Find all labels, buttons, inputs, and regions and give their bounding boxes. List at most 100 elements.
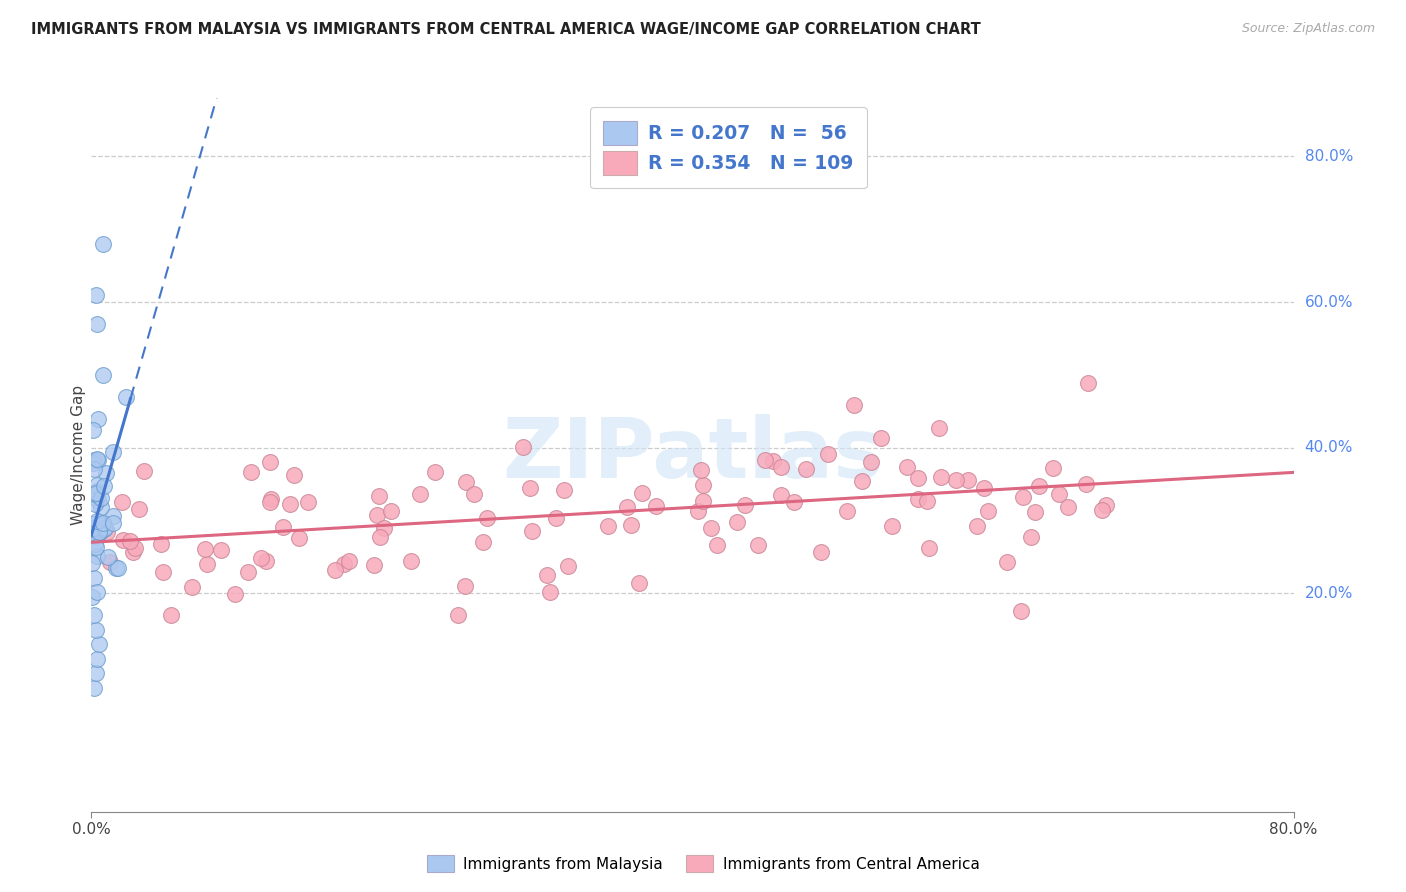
Point — [288, 532, 311, 546]
Point — [114, 390, 136, 404]
Point — [83, 608, 105, 623]
Point — [97, 550, 120, 565]
Point — [957, 473, 980, 487]
Point — [91, 516, 114, 531]
Point — [454, 579, 477, 593]
Point — [700, 521, 723, 535]
Point — [373, 521, 395, 535]
Point — [194, 542, 217, 557]
Point — [83, 529, 105, 543]
Point — [977, 503, 1000, 517]
Point — [945, 473, 967, 487]
Point — [259, 495, 281, 509]
Point — [82, 556, 104, 570]
Point — [1028, 478, 1050, 492]
Point — [512, 440, 534, 454]
Point — [1011, 490, 1033, 504]
Point — [918, 541, 941, 555]
Point — [87, 453, 110, 467]
Point — [84, 497, 107, 511]
Point — [224, 587, 246, 601]
Point — [271, 520, 294, 534]
Point — [536, 568, 558, 582]
Point — [973, 481, 995, 495]
Point — [86, 652, 108, 666]
Point — [86, 584, 108, 599]
Text: 60.0%: 60.0% — [1305, 294, 1353, 310]
Point — [124, 541, 146, 555]
Point — [1024, 505, 1046, 519]
Point — [546, 510, 568, 524]
Point — [84, 287, 107, 301]
Point — [896, 460, 918, 475]
Point — [83, 681, 105, 695]
Point — [181, 580, 204, 594]
Point — [447, 608, 470, 623]
Point — [83, 461, 105, 475]
Point — [93, 478, 115, 492]
Point — [475, 511, 498, 525]
Point — [101, 516, 124, 530]
Point — [82, 525, 104, 540]
Point — [195, 558, 218, 572]
Point — [93, 522, 115, 536]
Point — [86, 549, 108, 563]
Point — [87, 637, 110, 651]
Point — [690, 463, 713, 477]
Point — [966, 519, 988, 533]
Point — [727, 515, 749, 529]
Point — [89, 525, 111, 540]
Point — [82, 423, 104, 437]
Point — [794, 461, 817, 475]
Point — [90, 491, 112, 506]
Point — [84, 528, 107, 542]
Point — [250, 550, 273, 565]
Point — [87, 524, 110, 539]
Point — [259, 455, 281, 469]
Point — [882, 518, 904, 533]
Point — [1019, 531, 1042, 545]
Text: Source: ZipAtlas.com: Source: ZipAtlas.com — [1241, 22, 1375, 36]
Point — [112, 533, 135, 547]
Point — [134, 464, 156, 478]
Text: 40.0%: 40.0% — [1305, 440, 1353, 455]
Point — [82, 590, 104, 604]
Point — [101, 445, 124, 459]
Point — [323, 563, 346, 577]
Point — [692, 494, 714, 508]
Point — [538, 584, 561, 599]
Point — [471, 534, 494, 549]
Point — [93, 521, 115, 535]
Point — [90, 500, 112, 515]
Point — [1042, 461, 1064, 475]
Point — [84, 486, 107, 500]
Point — [1091, 502, 1114, 516]
Point — [86, 518, 108, 533]
Point — [236, 565, 259, 579]
Text: IMMIGRANTS FROM MALAYSIA VS IMMIGRANTS FROM CENTRAL AMERICA WAGE/INCOME GAP CORR: IMMIGRANTS FROM MALAYSIA VS IMMIGRANTS F… — [31, 22, 980, 37]
Point — [111, 495, 134, 509]
Point — [254, 554, 277, 568]
Point — [782, 495, 804, 509]
Point — [917, 494, 939, 508]
Point — [90, 517, 112, 532]
Point — [368, 489, 391, 503]
Point — [380, 504, 402, 518]
Point — [1077, 376, 1099, 391]
Point — [645, 499, 668, 513]
Point — [83, 453, 105, 467]
Point — [423, 465, 446, 479]
Point — [239, 466, 262, 480]
Point — [104, 561, 127, 575]
Point — [817, 447, 839, 461]
Point — [557, 559, 579, 574]
Point — [596, 519, 619, 533]
Point — [769, 488, 792, 502]
Point — [86, 477, 108, 491]
Point — [553, 483, 575, 498]
Point — [1094, 498, 1116, 512]
Point — [209, 543, 232, 558]
Point — [770, 460, 793, 475]
Point — [1057, 500, 1080, 514]
Point — [366, 508, 388, 523]
